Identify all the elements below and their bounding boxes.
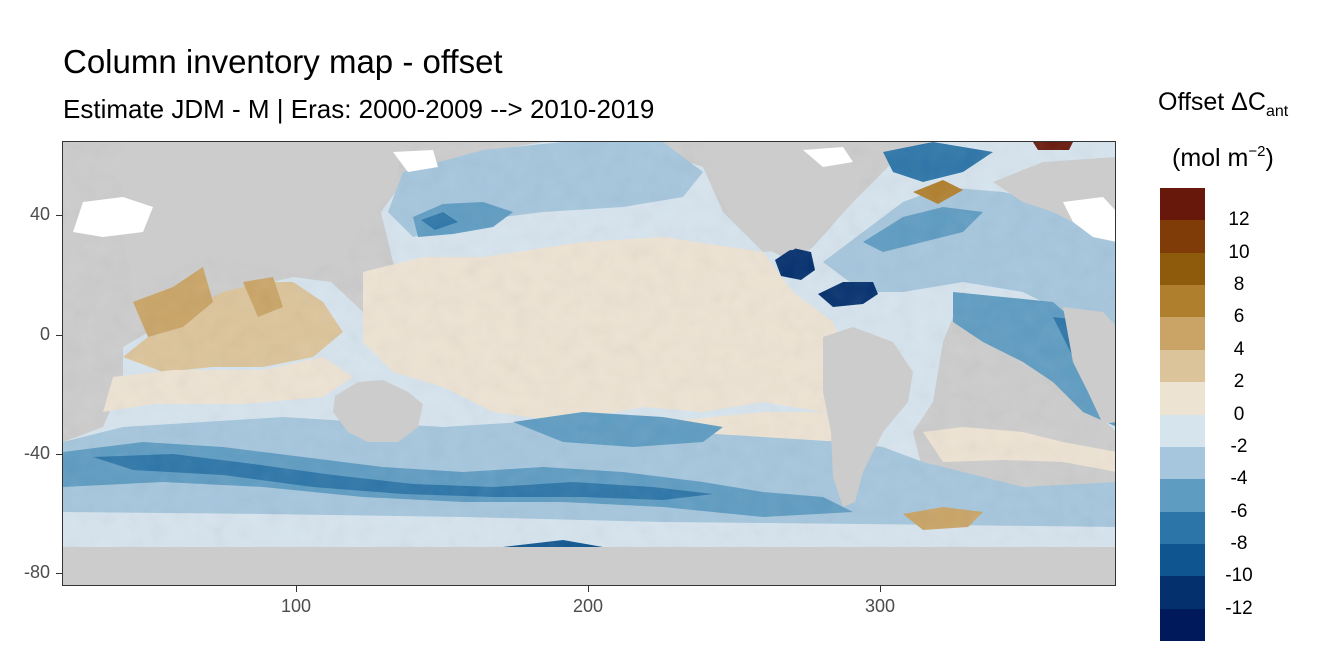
legend-label: 12 (1228, 209, 1250, 231)
south-america (823, 327, 913, 507)
asia (123, 142, 403, 282)
legend-swatch (1160, 414, 1205, 448)
no-data-3 (1063, 197, 1115, 242)
australia (333, 380, 423, 442)
legend-colorbar (1160, 188, 1205, 642)
africa (1063, 307, 1115, 424)
legend-swatch (1160, 349, 1205, 383)
legend-swatch (1160, 252, 1205, 286)
x-tick-label: 200 (572, 596, 604, 616)
legend-label: -2 (1230, 435, 1248, 457)
x-tick-mark-300 (880, 586, 881, 592)
legend-swatch (1160, 608, 1205, 642)
legend-swatch (1160, 188, 1205, 221)
map-panel (62, 141, 1116, 586)
legend-label: -4 (1230, 468, 1248, 490)
y-tick-mark-neg40 (56, 454, 62, 455)
y-tick-mark-40 (56, 215, 62, 216)
x-tick-mark-200 (588, 586, 589, 592)
legend-label: -8 (1230, 532, 1248, 554)
legend-label: -12 (1225, 597, 1253, 619)
no-data-4 (803, 147, 853, 167)
legend-swatch (1160, 576, 1205, 610)
ocean-map (63, 142, 1115, 585)
y-tick-mark-0 (56, 335, 62, 336)
legend-label: 10 (1228, 241, 1250, 263)
chart-subtitle: Estimate JDM - M | Eras: 2000-2009 --> 2… (63, 94, 655, 124)
x-tick-label: 300 (864, 596, 896, 616)
legend-label: -10 (1225, 565, 1253, 587)
no-data-1 (73, 197, 153, 237)
legend-swatch (1160, 511, 1205, 545)
legend-label: -6 (1230, 500, 1248, 522)
north-america (703, 142, 863, 252)
legend-label: 4 (1233, 338, 1245, 360)
legend-swatch (1160, 446, 1205, 480)
legend-swatch (1160, 285, 1205, 318)
legend-swatch (1160, 479, 1205, 513)
legend-swatch (1160, 543, 1205, 577)
legend-title: Offset ΔCant (1158, 88, 1289, 120)
chart-title: Column inventory map - offset (63, 43, 503, 80)
x-tick-label: 100 (280, 596, 312, 616)
no-data-2 (393, 150, 438, 172)
antarctica (63, 547, 1115, 585)
legend-swatch (1160, 220, 1205, 254)
legend-label: 8 (1233, 274, 1245, 296)
y-tick-mark-neg80 (56, 573, 62, 574)
y-tick-label: -80 (23, 562, 50, 582)
y-tick-label: 40 (29, 204, 50, 224)
legend-swatch (1160, 317, 1205, 351)
legend-label: 6 (1233, 306, 1245, 328)
legend-label: 0 (1233, 403, 1245, 425)
legend-swatch (1160, 382, 1205, 415)
y-tick-label: 0 (39, 324, 50, 344)
x-tick-mark-100 (296, 586, 297, 592)
y-tick-label: -40 (23, 443, 50, 463)
legend-unit: (mol m−2) (1172, 143, 1274, 172)
legend-label: 2 (1233, 371, 1245, 393)
